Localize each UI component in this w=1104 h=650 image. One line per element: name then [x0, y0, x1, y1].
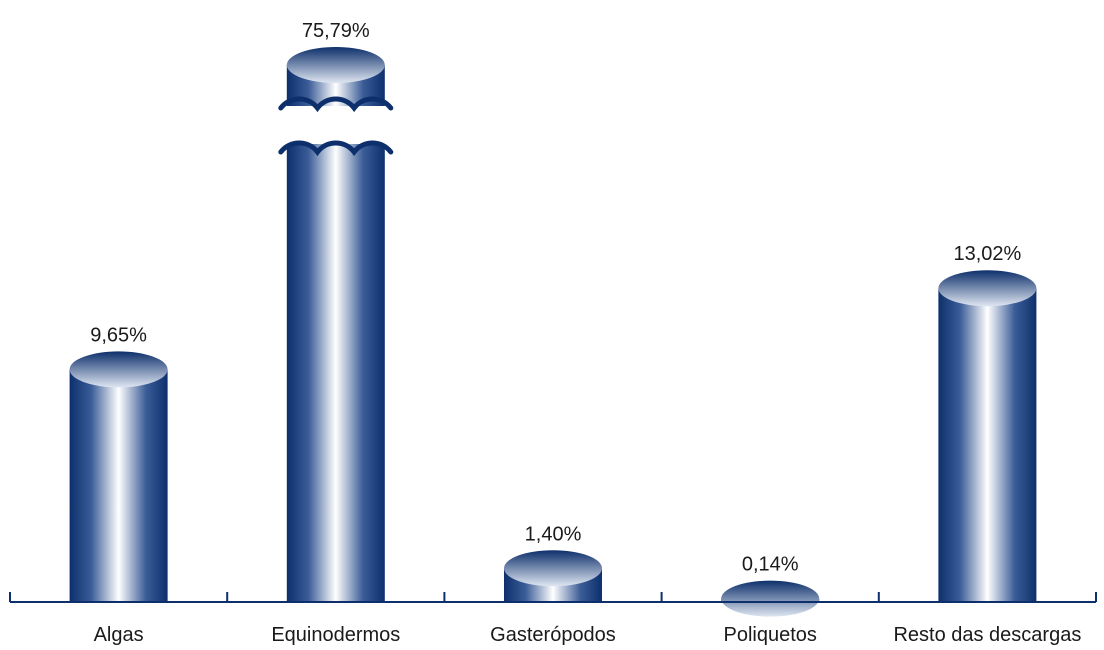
bar-body: [938, 288, 1037, 602]
bar-body: [286, 65, 385, 602]
x-tick-label: Equinodermos: [271, 624, 400, 646]
x-axis: [9, 592, 1097, 603]
bar-gasterópodos: [504, 550, 602, 602]
axis-break-gap: [278, 106, 393, 144]
data-label: 9,65%: [90, 324, 147, 346]
bar-top: [504, 550, 602, 587]
bars-layer: [69, 47, 1037, 617]
data-label: 13,02%: [953, 243, 1021, 265]
bar-equinodermos: [278, 47, 394, 602]
data-label: 0,14%: [742, 554, 799, 576]
axis-break-wave-bottom: [278, 140, 394, 157]
bar-top: [286, 47, 385, 83]
labels-layer: 9,65% Algas 75,79% Equinodermos 1,40% Gasteró…: [90, 20, 1081, 646]
bar-poliquetos: [721, 580, 820, 617]
axis-break-wave-top: [278, 96, 394, 113]
x-tick-label: Algas: [94, 624, 144, 646]
bar-top: [721, 580, 820, 617]
data-label: 1,40%: [525, 523, 582, 545]
x-tick-label: Resto das descargas: [893, 624, 1081, 646]
bar-body: [69, 369, 168, 602]
x-tick-label: Gasterópodos: [490, 624, 616, 646]
bar-algas: [69, 351, 168, 602]
bar-top: [69, 351, 168, 388]
bar-top: [938, 270, 1037, 307]
bar-resto-das-descargas: [938, 270, 1037, 602]
x-tick-label: Poliquetos: [723, 624, 816, 646]
data-label: 75,79%: [302, 20, 370, 42]
